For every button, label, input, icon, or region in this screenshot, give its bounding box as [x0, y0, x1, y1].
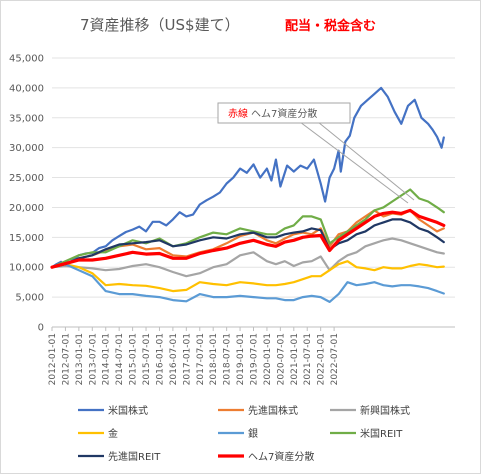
legend-label: ヘム7資産分散 — [248, 450, 314, 463]
annotation-rest: ヘム7資産分散 — [251, 107, 317, 120]
y-tick-label: 0 — [38, 323, 44, 334]
annotation-leader — [317, 121, 415, 201]
chart-subtitle: 配当・税金含む — [285, 18, 376, 34]
x-tick-label: 2014-07-01 — [115, 333, 125, 385]
legend-label: 米国REIT — [360, 427, 403, 440]
x-tick-label: 2019-01-01 — [236, 333, 246, 385]
x-tick-label: 2014-01-01 — [102, 333, 112, 385]
x-axis: 2012-01-01 2012-07-01 2013-01-01 2013-07-01… — [48, 327, 340, 385]
y-tick-label: 20,000 — [9, 203, 44, 214]
x-tick-label: 2013-01-01 — [75, 333, 85, 385]
x-tick-label: 2020-01-01 — [263, 333, 273, 385]
x-tick-label: 2015-01-01 — [129, 333, 139, 385]
x-tick-label: 2015-07-01 — [142, 333, 152, 385]
y-tick-label: 10,000 — [9, 263, 44, 274]
x-tick-label: 2021-07-01 — [303, 333, 313, 385]
x-tick-label: 2016-07-01 — [169, 333, 179, 385]
x-tick-label: 2019-07-01 — [250, 333, 260, 385]
annotation: 赤線 ヘム7資産分散 — [217, 102, 415, 204]
y-tick-label: 5,000 — [15, 293, 44, 304]
y-axis: 0 5,000 10,000 15,000 20,000 25,000 30,000 35,0… — [9, 54, 44, 334]
x-tick-label: 2012-01-01 — [48, 333, 58, 385]
x-tick-label: 2012-07-01 — [61, 333, 71, 385]
series-line-5 — [50, 263, 445, 303]
y-tick-label: 25,000 — [9, 173, 44, 184]
series-line-8 — [50, 208, 446, 269]
x-tick-label: 2021-01-01 — [290, 333, 300, 385]
y-tick-label: 40,000 — [9, 83, 44, 94]
y-tick-label: 35,000 — [9, 113, 44, 124]
x-tick-label: 2018-01-01 — [209, 333, 219, 385]
y-tick-label: 30,000 — [9, 143, 44, 154]
legend-label: 先進国REIT — [108, 451, 161, 463]
annotation-box — [217, 102, 351, 124]
series-line-7 — [50, 218, 445, 269]
chart-title: 7資産推移（US$建て） — [80, 16, 240, 34]
series-line-6 — [50, 188, 445, 269]
legend-label: 新興国株式 — [360, 404, 410, 417]
x-tick-label: 2017-07-01 — [196, 333, 206, 385]
x-tick-label: 2013-07-01 — [88, 333, 98, 385]
annotation-text: 赤線 ヘム7資産分散 — [228, 107, 317, 120]
x-tick-label: 2018-07-01 — [223, 333, 233, 385]
legend-label: 銀 — [248, 427, 258, 440]
y-tick-label: 45,000 — [9, 54, 44, 65]
x-tick-label: 2017-01-01 — [182, 333, 192, 385]
series-line-3 — [50, 237, 445, 278]
y-tick-label: 15,000 — [9, 233, 44, 244]
annotation-red: 赤線 — [228, 107, 248, 120]
x-tick-label: 2016-01-01 — [155, 333, 165, 385]
x-tick-label: 2020-07-01 — [276, 333, 286, 385]
x-tick-label: 2022-07-01 — [330, 333, 340, 385]
legend-label: 米国株式 — [108, 404, 148, 417]
series-lines — [50, 86, 446, 303]
series-line-1 — [50, 86, 445, 269]
legend-label: 金 — [108, 427, 118, 440]
legend-label: 先進国株式 — [248, 404, 298, 417]
annotation-leader — [299, 121, 409, 204]
series-line-4 — [50, 260, 445, 293]
x-tick-label: 2022-01-01 — [317, 333, 327, 385]
